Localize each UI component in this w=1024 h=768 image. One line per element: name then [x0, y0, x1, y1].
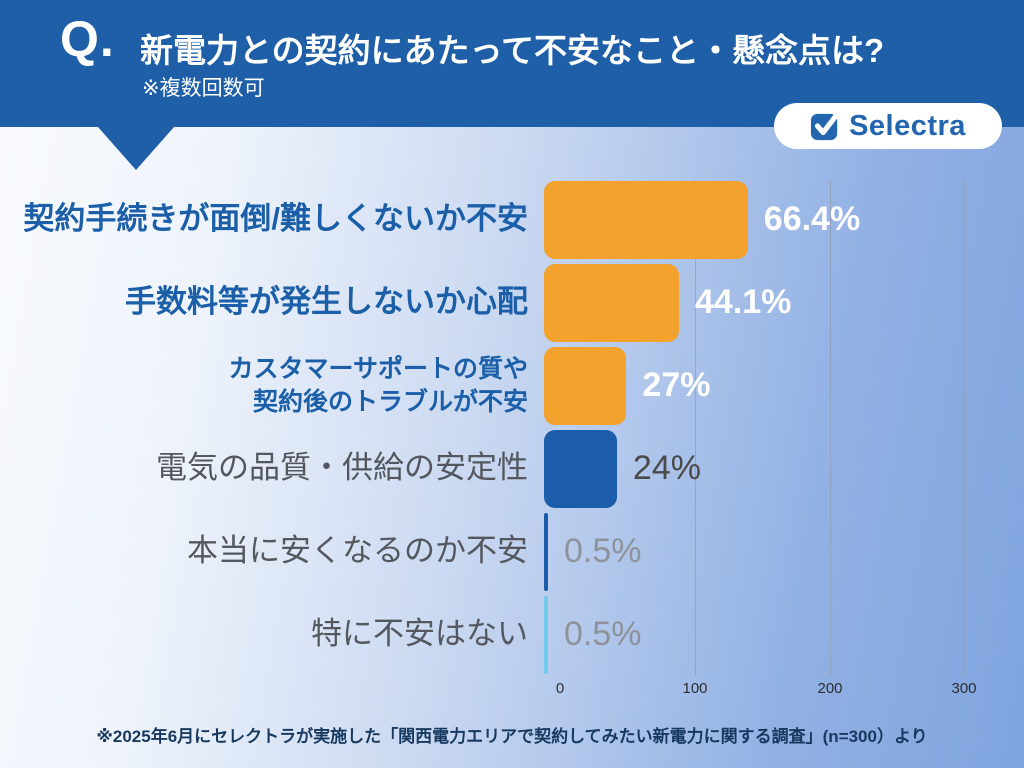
bar [544, 429, 617, 508]
chart-row: 電気の品質・供給の安定性 24% [0, 427, 1024, 510]
chart-row: 手数料等が発生しないか心配 44.1% [0, 261, 1024, 344]
category-label: 特に不安はない [311, 616, 528, 652]
chart-row: カスタマーサポートの質や 契約後のトラブルが不安 27% [0, 344, 1024, 427]
category-label: 本当に安くなるのか不安 [187, 533, 528, 569]
speech-bubble-tail [98, 127, 174, 170]
bar-value: 44.1% [695, 283, 792, 321]
category-label: 手数料等が発生しないか心配 [125, 284, 528, 320]
bar-value: 66.4% [763, 200, 861, 238]
bar-value: 24% [632, 449, 701, 487]
bar-value: 0.5% [564, 615, 642, 653]
page-subtitle: ※複数回数可 [142, 77, 265, 100]
x-axis-tick: 0 [555, 680, 565, 697]
bar-track: 66.4% [544, 180, 1024, 259]
header-band: Q. 新電力との契約にあたって不安なこと・懸念点は? ※複数回数可 [0, 0, 1024, 127]
bar [544, 346, 627, 425]
category-label: 契約手続きが面倒/難しくないか不安 [23, 201, 528, 237]
category-label: カスタマーサポートの質や 契約後のトラブルが不安 [228, 355, 528, 416]
chart-row: 特に不安はない 0.5% [0, 593, 1024, 676]
bar-track: 24% [544, 429, 1024, 508]
bar-track: 0.5% [544, 512, 1024, 591]
bar-value: 27% [642, 366, 711, 404]
selectra-logo-badge: Selectra [774, 103, 1002, 149]
bar [544, 180, 748, 259]
selectra-logo-text: Selectra [849, 109, 966, 142]
x-axis-tick: 300 [951, 680, 977, 697]
checkbox-check-icon [811, 113, 838, 141]
chart-row: 本当に安くなるのか不安 0.5% [0, 510, 1024, 593]
bar-track: 27% [544, 346, 1024, 425]
chart-row: 契約手続きが面倒/難しくないか不安 66.4% [0, 178, 1024, 261]
x-axis-tick: 100 [682, 680, 708, 697]
bar [544, 263, 679, 342]
bar-track: 44.1% [544, 263, 1024, 342]
x-axis: 0 100 200 300 [556, 680, 977, 702]
bar-track: 0.5% [544, 595, 1024, 674]
bar [544, 595, 548, 674]
gridlines [560, 180, 965, 676]
page-title: 新電力との契約にあたって不安なこと・懸念点は? [140, 32, 885, 69]
gridline-100 [695, 180, 696, 676]
gridline-300 [964, 180, 965, 676]
bar [544, 512, 548, 591]
question-mark-label: Q. [60, 11, 115, 67]
chart-rows: 契約手続きが面倒/難しくないか不安 66.4% 手数料等が発生しないか心配 44… [0, 178, 1024, 676]
gridline-200 [830, 180, 831, 676]
bar-chart: 契約手続きが面倒/難しくないか不安 66.4% 手数料等が発生しないか心配 44… [0, 178, 1024, 676]
category-label: 電気の品質・供給の安定性 [156, 450, 528, 486]
bar-value: 0.5% [564, 532, 642, 570]
x-axis-tick: 200 [817, 680, 843, 697]
source-note: ※2025年6月にセレクトラが実施した「関西電力エリアで契約してみたい新電力に関… [96, 727, 928, 746]
